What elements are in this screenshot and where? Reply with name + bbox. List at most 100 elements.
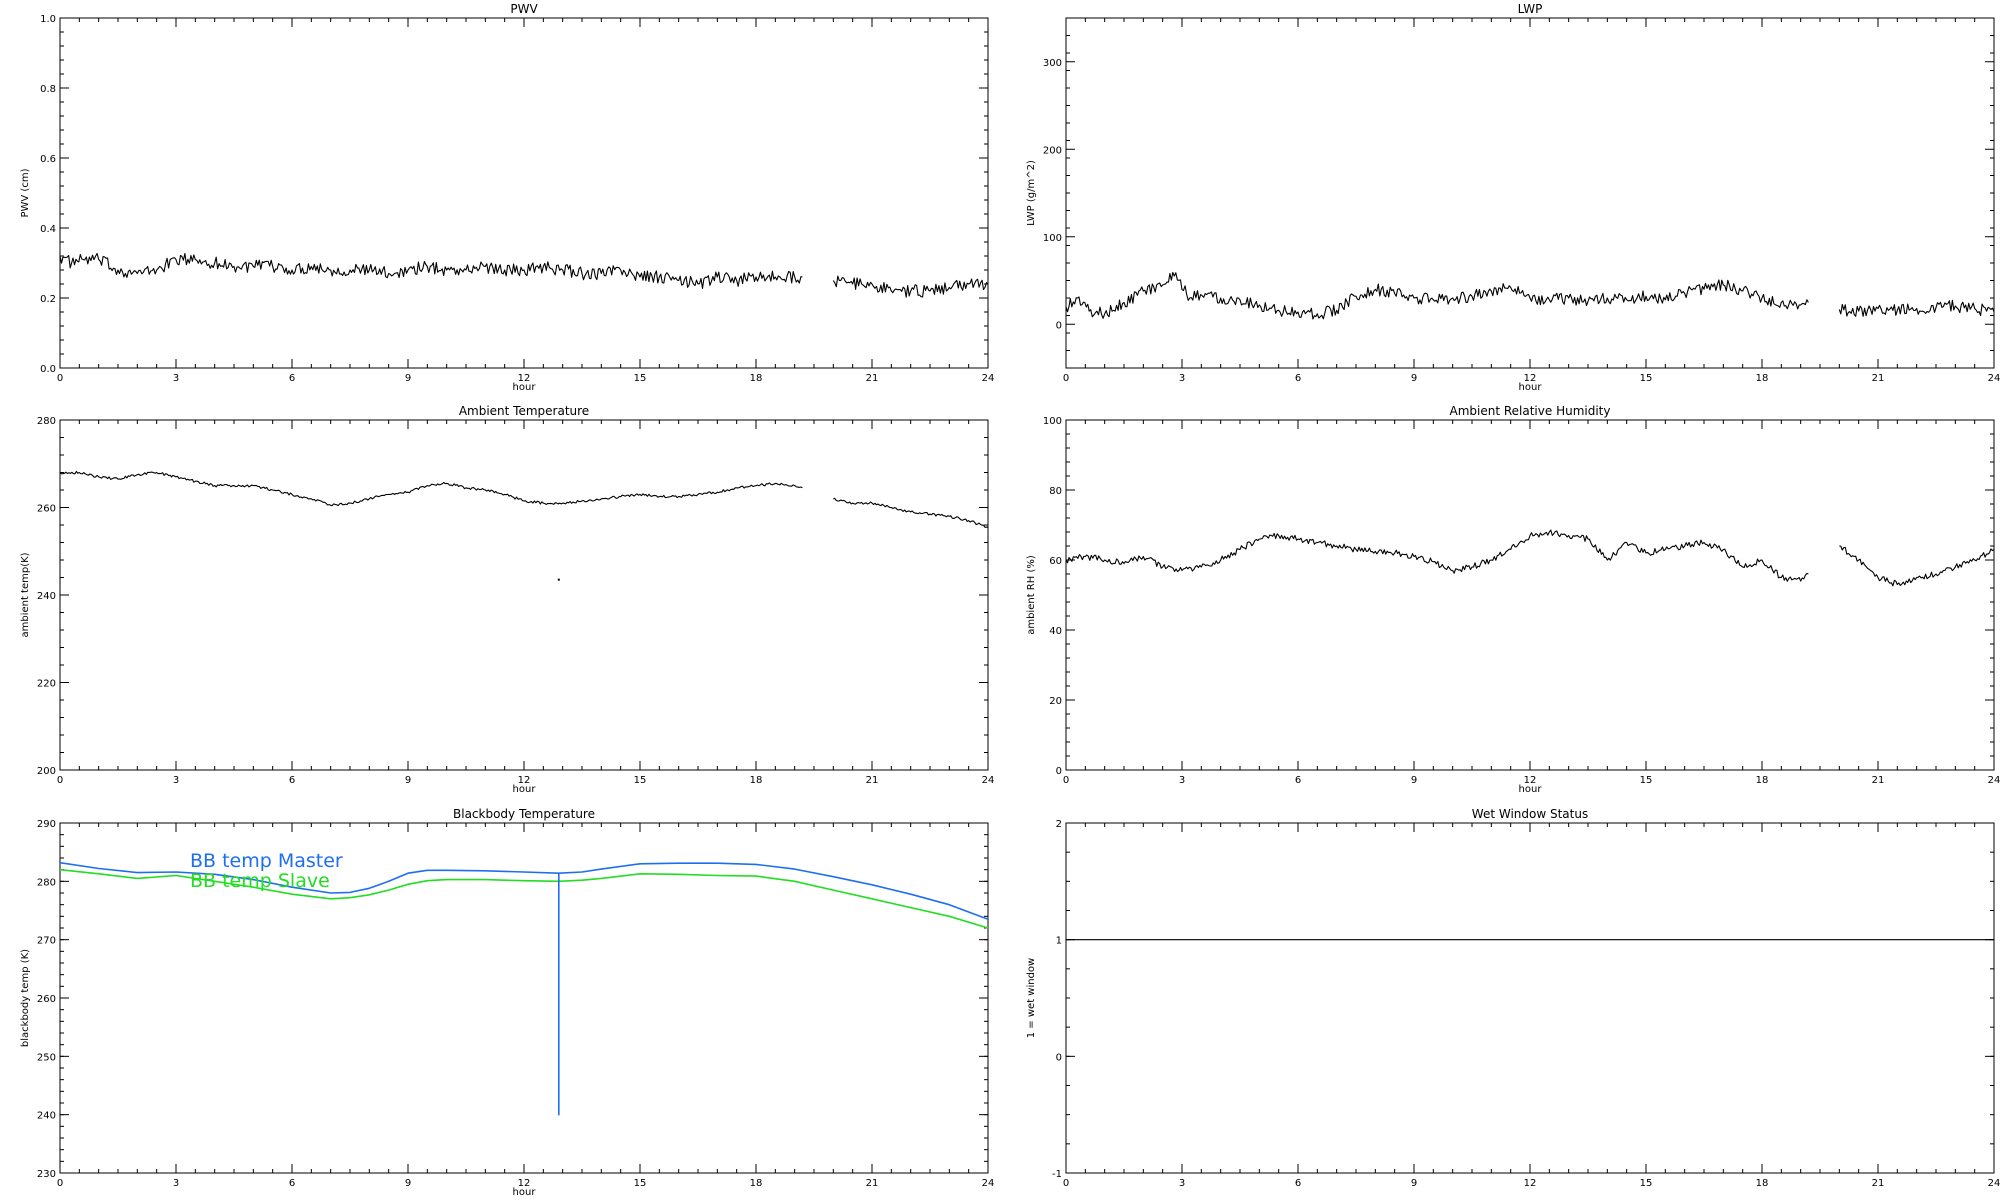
ambient-temperature-ylabel: ambient temp(K)	[20, 552, 31, 637]
lwp-title: LWP	[1518, 2, 1543, 16]
ambient-rh-xlabel: hour	[1519, 784, 1543, 795]
pwv-ylabel: PWV (cm)	[20, 168, 31, 217]
wet-window-status-ytick-label: 2	[1056, 819, 1062, 830]
blackbody-temperature-title: Blackbody Temperature	[453, 807, 595, 821]
lwp-xtick-label: 15	[1640, 373, 1653, 384]
pwv-xtick-label: 21	[866, 373, 879, 384]
panel-lwp: LWP 0 3 6 9 12 15 18 21 24 0 100 200 300 hour LWP (g/m^…	[1026, 2, 2000, 393]
wet-window-status-title: Wet Window Status	[1472, 807, 1588, 821]
wet-window-status-ytick-label: -1	[1052, 1169, 1062, 1180]
blackbody-temperature-ytick-label: 260	[37, 994, 56, 1005]
ambient-temperature-xlabel: hour	[513, 784, 537, 795]
panel-ambient-temperature: Ambient Temperature 0 3 6 9 12 15 18 21 24 200 220 2…	[20, 404, 994, 795]
ambient-rh-ytick-label: 0	[1056, 766, 1062, 777]
blackbody-temperature-xtick-label: 3	[173, 1178, 179, 1189]
wet-window-status-xtick-label: 24	[1988, 1178, 2000, 1189]
ambient-rh-xtick-label: 21	[1872, 775, 1885, 786]
ambient-temperature-plot-frame	[59, 419, 989, 771]
ambient-rh-xtick-label: 3	[1179, 775, 1185, 786]
ambient-temperature-xtick-label: 15	[634, 775, 647, 786]
ambient-rh-ytick-label: 40	[1049, 626, 1062, 637]
lwp-xtick-label: 6	[1295, 373, 1301, 384]
ambient-rh-ylabel: ambient RH (%)	[1026, 555, 1037, 635]
wet-window-status-xtick-label: 0	[1063, 1178, 1069, 1189]
wet-window-status-xtick-label: 21	[1872, 1178, 1885, 1189]
lwp-xtick-label: 3	[1179, 373, 1185, 384]
pwv-xtick-label: 15	[634, 373, 647, 384]
ambient-rh-xtick-label: 12	[1524, 775, 1537, 786]
ambient-temperature-data-point	[557, 578, 560, 581]
ambient-rh-line-series-0	[1065, 529, 1995, 587]
ambient-rh-xtick-label: 6	[1295, 775, 1301, 786]
panel-blackbody-temperature: Blackbody Temperature 0 3 6 9 12 15 18 21 24 230 24…	[20, 807, 994, 1198]
lwp-ytick-label: 200	[1043, 145, 1062, 156]
ambient-temperature-xtick-label: 6	[289, 775, 295, 786]
wet-window-status-ytick-label: 0	[1056, 1052, 1062, 1063]
ambient-rh-xtick-label: 24	[1988, 775, 2000, 786]
ambient-temperature-xtick-label: 21	[866, 775, 879, 786]
ambient-temperature-ytick-label: 240	[37, 591, 56, 602]
blackbody-temperature-xtick-label: 12	[518, 1178, 531, 1189]
pwv-xtick-label: 6	[289, 373, 295, 384]
ambient-rh-xtick-label: 9	[1411, 775, 1417, 786]
pwv-ytick-label: 0.2	[40, 294, 56, 305]
panel-pwv: PWV 0 3 6 9 12 15 18 21 24 0.0 0.2 0.4 0.6 0.8 1.0 hour P…	[20, 2, 994, 393]
blackbody-temperature-xtick-label: 6	[289, 1178, 295, 1189]
ambient-temperature-title: Ambient Temperature	[459, 404, 589, 418]
ambient-rh-xtick-label: 18	[1756, 775, 1769, 786]
ambient-rh-ytick-label: 100	[1043, 416, 1062, 427]
ambient-temperature-xtick-label: 9	[405, 775, 411, 786]
ambient-temperature-xtick-label: 3	[173, 775, 179, 786]
blackbody-temperature-ytick-label: 290	[37, 819, 56, 830]
wet-window-status-xtick-label: 9	[1411, 1178, 1417, 1189]
ambient-temperature-ytick-label: 260	[37, 504, 56, 515]
ambient-temperature-ytick-label: 220	[37, 679, 56, 690]
pwv-xtick-label: 24	[982, 373, 995, 384]
ambient-rh-ytick-label: 60	[1049, 556, 1062, 567]
blackbody-temperature-xtick-label: 15	[634, 1178, 647, 1189]
ambient-rh-xtick-label: 15	[1640, 775, 1653, 786]
ambient-temperature-xtick-label: 24	[982, 775, 995, 786]
pwv-xtick-label: 18	[750, 373, 763, 384]
ambient-rh-title: Ambient Relative Humidity	[1450, 404, 1611, 418]
ambient-temperature-ytick-label: 280	[37, 416, 56, 427]
pwv-xtick-label: 12	[518, 373, 531, 384]
pwv-ytick-label: 1.0	[40, 14, 56, 25]
ambient-rh-xtick-label: 0	[1063, 775, 1069, 786]
lwp-xlabel: hour	[1519, 382, 1543, 393]
blackbody-temperature-xtick-label: 9	[405, 1178, 411, 1189]
blackbody-temperature-xtick-label: 18	[750, 1178, 763, 1189]
wet-window-status-xtick-label: 3	[1179, 1178, 1185, 1189]
lwp-xtick-label: 0	[1063, 373, 1069, 384]
pwv-ytick-label: 0.6	[40, 154, 56, 165]
pwv-ytick-label: 0.8	[40, 84, 56, 95]
pwv-plot-frame	[59, 17, 989, 369]
lwp-xtick-label: 21	[1872, 373, 1885, 384]
wet-window-status-plot-frame	[1065, 822, 1995, 1174]
blackbody-temperature-xtick-label: 21	[866, 1178, 879, 1189]
blackbody-temperature-line-bb-temp-slave	[59, 868, 989, 929]
pwv-line-series-0	[59, 252, 989, 298]
pwv-ytick-label: 0.4	[40, 224, 56, 235]
ambient-rh-ytick-label: 20	[1049, 696, 1062, 707]
blackbody-temperature-xtick-label: 0	[57, 1178, 63, 1189]
lwp-xtick-label: 9	[1411, 373, 1417, 384]
wet-window-status-ylabel: 1 = wet window	[1026, 958, 1037, 1038]
lwp-xtick-label: 24	[1988, 373, 2000, 384]
lwp-ylabel: LWP (g/m^2)	[1026, 160, 1037, 226]
wet-window-status-xtick-label: 15	[1640, 1178, 1653, 1189]
lwp-xtick-label: 18	[1756, 373, 1769, 384]
wet-window-status-xtick-label: 12	[1524, 1178, 1537, 1189]
blackbody-temperature-ytick-label: 250	[37, 1052, 56, 1063]
lwp-ytick-label: 0	[1056, 320, 1062, 331]
ambient-temperature-xtick-label: 18	[750, 775, 763, 786]
pwv-ytick-label: 0.0	[40, 364, 56, 375]
wet-window-status-xtick-label: 18	[1756, 1178, 1769, 1189]
panel-ambient-rh: Ambient Relative Humidity 0 3 6 9 12 15 18 21 24 0…	[1026, 404, 2000, 795]
wet-window-status-ytick-label: 1	[1056, 936, 1062, 947]
pwv-xlabel: hour	[513, 382, 537, 393]
blackbody-temperature-xtick-label: 24	[982, 1178, 995, 1189]
blackbody-temperature-ylabel: blackbody temp (K)	[20, 949, 31, 1047]
